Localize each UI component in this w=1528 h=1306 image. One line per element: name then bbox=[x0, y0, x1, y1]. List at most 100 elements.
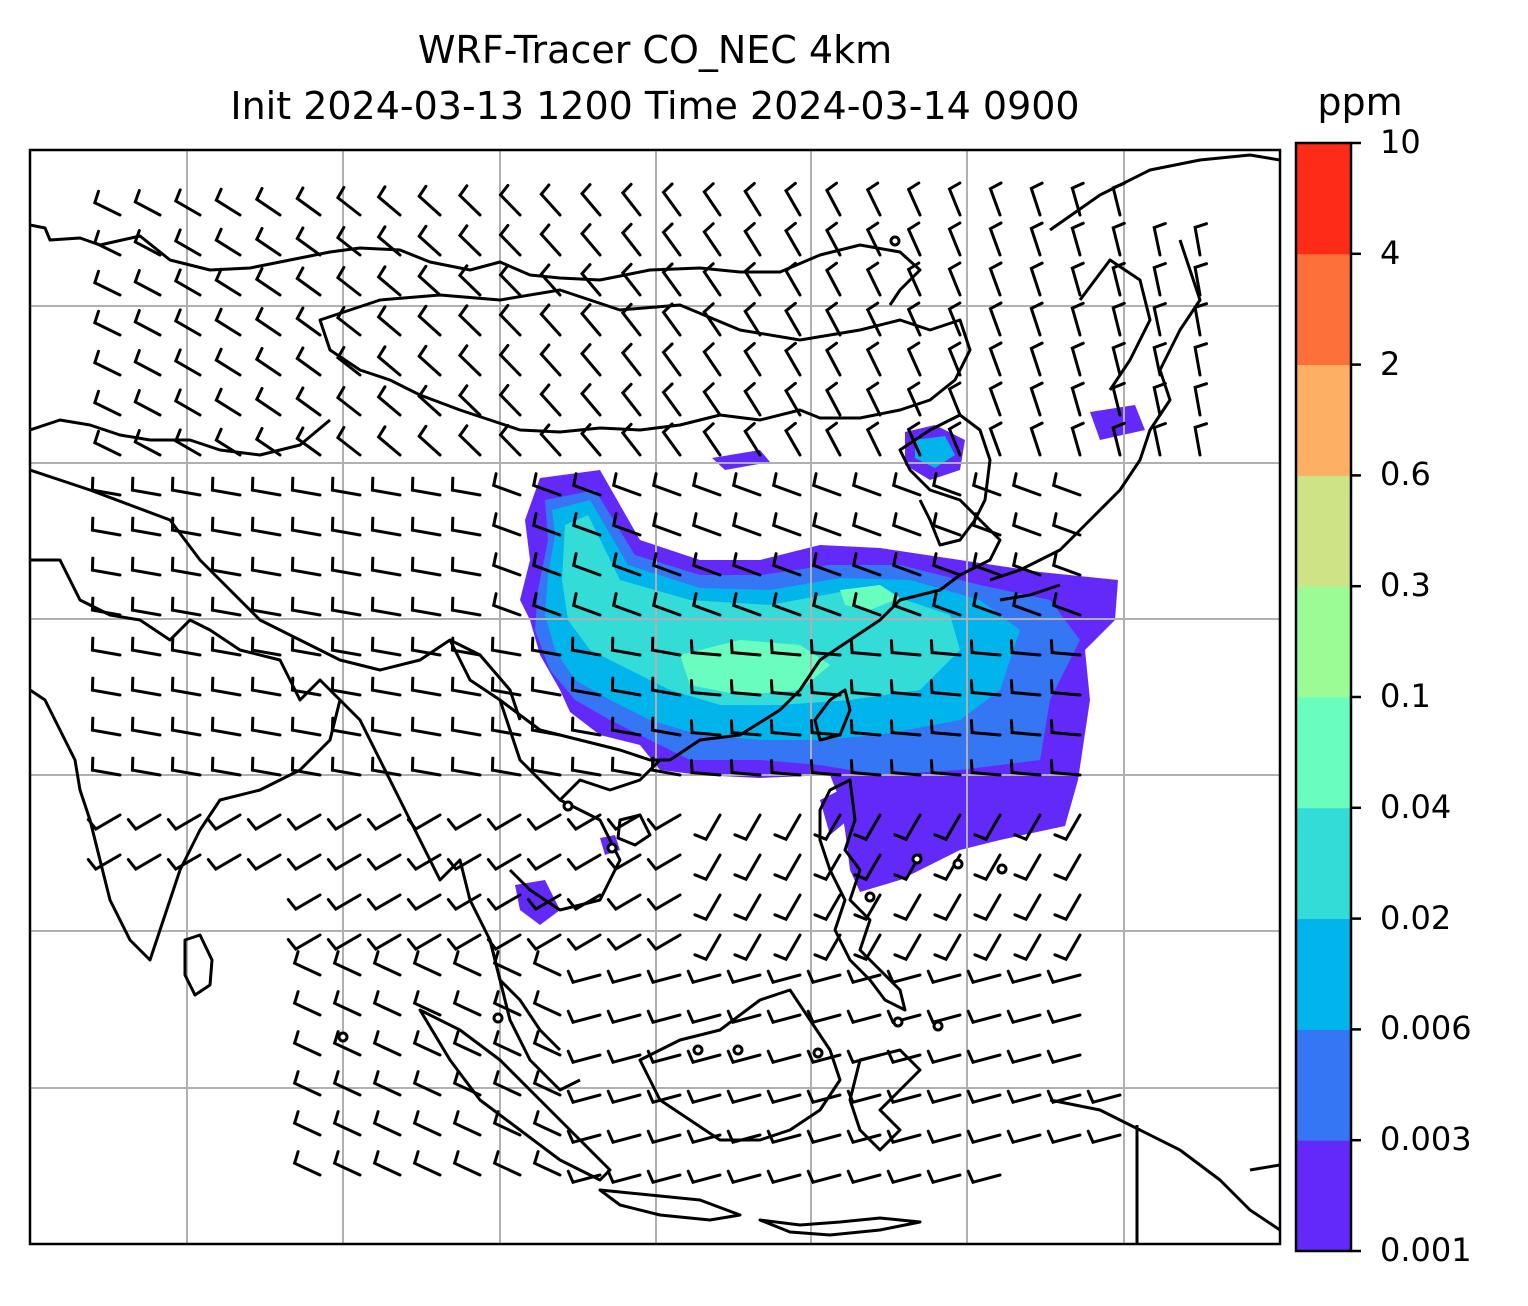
wind-barb bbox=[731, 552, 762, 577]
wind-barb bbox=[1152, 302, 1167, 337]
wind-barb bbox=[210, 636, 242, 657]
wind-barb bbox=[651, 592, 682, 617]
colorbar-segment bbox=[1296, 253, 1351, 366]
wind-barb bbox=[966, 1009, 1002, 1024]
wind-barb bbox=[620, 182, 642, 217]
wind-barb bbox=[130, 636, 162, 657]
wind-barb bbox=[646, 853, 682, 871]
wind-barb bbox=[210, 476, 242, 497]
wind-barb bbox=[295, 226, 322, 257]
wind-barb bbox=[693, 933, 722, 962]
wind-barb bbox=[1070, 301, 1085, 337]
wind-barb bbox=[90, 716, 122, 737]
wind-barb bbox=[539, 183, 562, 217]
wind-barb bbox=[1051, 592, 1082, 617]
wind-barb bbox=[491, 472, 522, 497]
wind-barb bbox=[691, 472, 722, 497]
wind-barb bbox=[906, 301, 922, 337]
wind-barb bbox=[851, 472, 882, 497]
wind-barb bbox=[947, 301, 962, 337]
wind-barb bbox=[86, 853, 122, 871]
wind-barb bbox=[1006, 1129, 1042, 1144]
wind-barb bbox=[929, 759, 962, 777]
wind-barb bbox=[824, 181, 842, 217]
wind-barb bbox=[250, 636, 282, 657]
wind-barb bbox=[988, 301, 1003, 337]
wind-barb bbox=[966, 969, 1002, 984]
wind-barb bbox=[611, 472, 642, 497]
wind-barb bbox=[813, 813, 842, 842]
wind-barb bbox=[784, 181, 802, 217]
wind-barb bbox=[295, 346, 322, 377]
wind-barb bbox=[806, 1089, 842, 1104]
wind-barb bbox=[1111, 381, 1126, 417]
colorbar-segment bbox=[1296, 586, 1351, 698]
wind-barb bbox=[173, 348, 202, 377]
wind-barb bbox=[566, 1169, 602, 1184]
wind-barb bbox=[726, 1089, 762, 1104]
wind-barb bbox=[906, 261, 922, 297]
wind-barb bbox=[571, 512, 602, 537]
wind-barb bbox=[784, 421, 802, 457]
wind-barb bbox=[492, 950, 522, 977]
wind-barb bbox=[1051, 512, 1082, 537]
wind-barb bbox=[210, 756, 242, 777]
wind-barb bbox=[330, 636, 362, 657]
wind-barb bbox=[729, 639, 762, 657]
wind-barb bbox=[532, 1110, 562, 1137]
wind-barb bbox=[170, 716, 202, 737]
coastlines-and-borders bbox=[30, 153, 1280, 1244]
wind-barb bbox=[539, 423, 562, 457]
wind-barb bbox=[1070, 421, 1085, 457]
wind-barb bbox=[813, 893, 842, 922]
wind-barb bbox=[1029, 181, 1044, 217]
colorbar-tick-label: 0.001 bbox=[1380, 1231, 1472, 1269]
wind-barb bbox=[689, 679, 722, 697]
wind-barb bbox=[606, 813, 642, 831]
colorbar-segment bbox=[1296, 143, 1351, 255]
wind-barb bbox=[492, 1070, 522, 1097]
wind-barb bbox=[498, 383, 522, 417]
wind-barb bbox=[620, 422, 642, 457]
wind-barb bbox=[412, 1070, 442, 1097]
wind-barb bbox=[973, 813, 1002, 842]
wind-barb bbox=[566, 1049, 602, 1064]
wind-barb bbox=[865, 421, 882, 457]
wind-barb bbox=[531, 552, 562, 577]
wind-barb bbox=[1152, 262, 1167, 297]
wind-barb bbox=[457, 384, 482, 417]
wind-barb bbox=[1046, 1009, 1082, 1024]
wind-barb bbox=[743, 422, 762, 457]
wind-barb bbox=[1070, 341, 1085, 377]
wind-barb bbox=[886, 969, 922, 984]
colorbar-unit-label: ppm bbox=[1317, 80, 1403, 124]
wind-barb bbox=[406, 893, 442, 911]
wind-barb bbox=[86, 813, 122, 831]
wind-barb bbox=[173, 188, 202, 217]
wind-barb bbox=[376, 385, 402, 417]
wind-barb bbox=[406, 933, 442, 951]
wind-barb bbox=[988, 341, 1003, 377]
wind-barb bbox=[853, 933, 882, 962]
wind-barb bbox=[689, 639, 722, 657]
wind-barb bbox=[1029, 221, 1044, 257]
wind-barb bbox=[531, 472, 562, 497]
wind-barb bbox=[865, 341, 882, 377]
wind-barb bbox=[766, 1049, 802, 1064]
wind-barb bbox=[214, 307, 242, 337]
wind-barb bbox=[173, 228, 202, 257]
wind-barb bbox=[1049, 679, 1082, 697]
wind-barb bbox=[906, 181, 922, 217]
wind-barb bbox=[784, 381, 802, 417]
wind-barb bbox=[214, 387, 242, 417]
wind-barb bbox=[733, 853, 762, 882]
wind-barb bbox=[606, 1129, 642, 1144]
colorbar-segment bbox=[1296, 475, 1351, 587]
wind-barb bbox=[806, 1129, 842, 1144]
wind-barb bbox=[372, 950, 402, 977]
wind-barb bbox=[326, 933, 362, 951]
wind-barb bbox=[1053, 853, 1082, 882]
wind-barb bbox=[661, 342, 682, 377]
wind-barb bbox=[376, 425, 402, 457]
